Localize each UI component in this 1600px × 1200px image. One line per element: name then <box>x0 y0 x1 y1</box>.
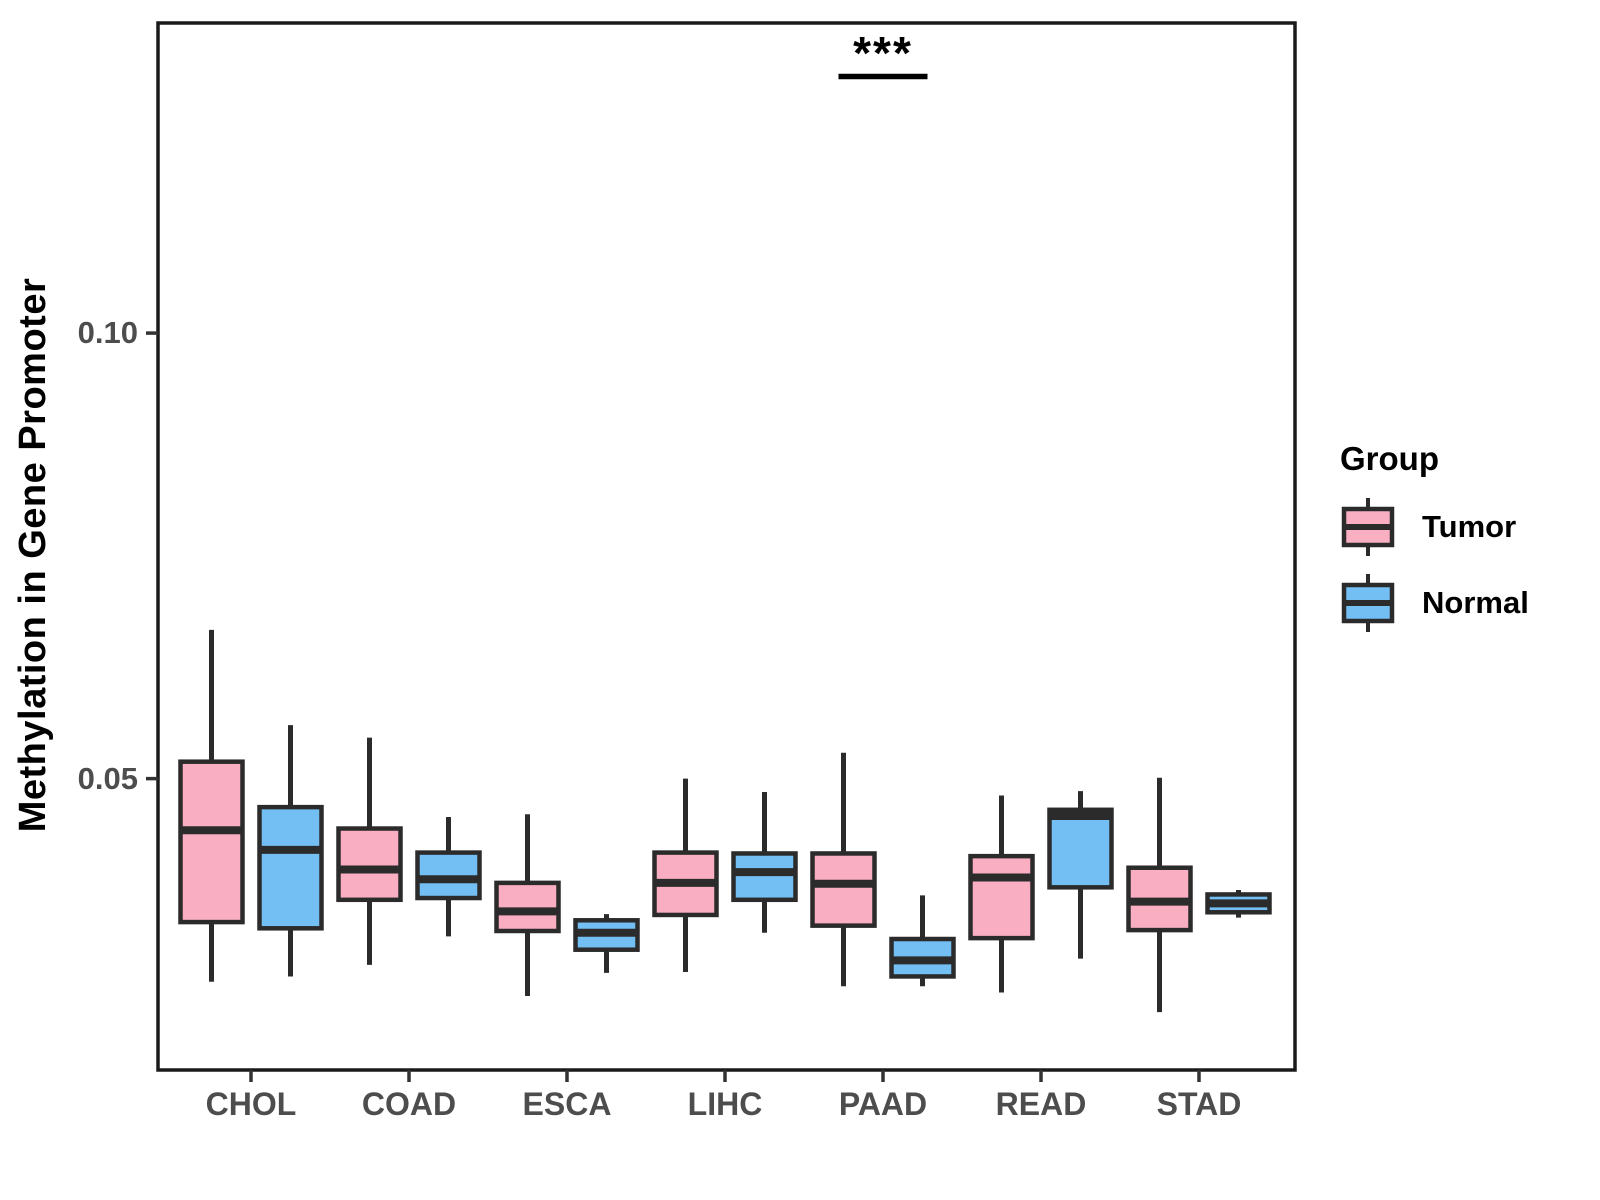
x-tick-label-coad: COAD <box>361 1086 457 1122</box>
significance-label: *** <box>853 27 913 79</box>
legend-label-tumor: Tumor <box>1422 509 1517 544</box>
legend-title: Group <box>1340 440 1439 477</box>
x-tick-label-esca: ESCA <box>522 1086 612 1122</box>
tumor-boxplot-glyph-icon <box>1341 498 1395 556</box>
legend-item-normal: Normal <box>1340 572 1580 634</box>
x-tick-label-read: READ <box>995 1086 1087 1122</box>
x-tick-label-paad: PAAD <box>838 1086 928 1122</box>
box-normal-read <box>1047 807 1114 890</box>
box-normal-coad <box>415 850 482 901</box>
x-tick-label-stad: STAD <box>1156 1086 1242 1122</box>
box-tumor-esca <box>494 880 561 934</box>
y-tick-label: 0.10 <box>77 315 138 351</box>
box-tumor-chol <box>178 759 245 925</box>
box-normal-chol <box>257 804 324 931</box>
box-tumor-coad <box>336 826 403 903</box>
legend-label-normal: Normal <box>1422 585 1529 620</box>
x-tick-label-lihc: LIHC <box>687 1086 763 1122</box>
y-tick-label: 0.05 <box>77 760 138 796</box>
panel-border <box>156 21 1297 1072</box>
box-tumor-paad <box>810 851 877 928</box>
x-tick-label-chol: CHOL <box>205 1086 297 1122</box>
box-normal-lihc <box>731 851 798 903</box>
box-tumor-read <box>968 853 1035 941</box>
legend: Group Tumor Normal <box>1340 440 1580 648</box>
normal-boxplot-glyph-icon <box>1341 574 1395 632</box>
legend-item-tumor: Tumor <box>1340 496 1580 558</box>
y-axis-title: Methylation in Gene Promoter <box>12 277 54 833</box>
